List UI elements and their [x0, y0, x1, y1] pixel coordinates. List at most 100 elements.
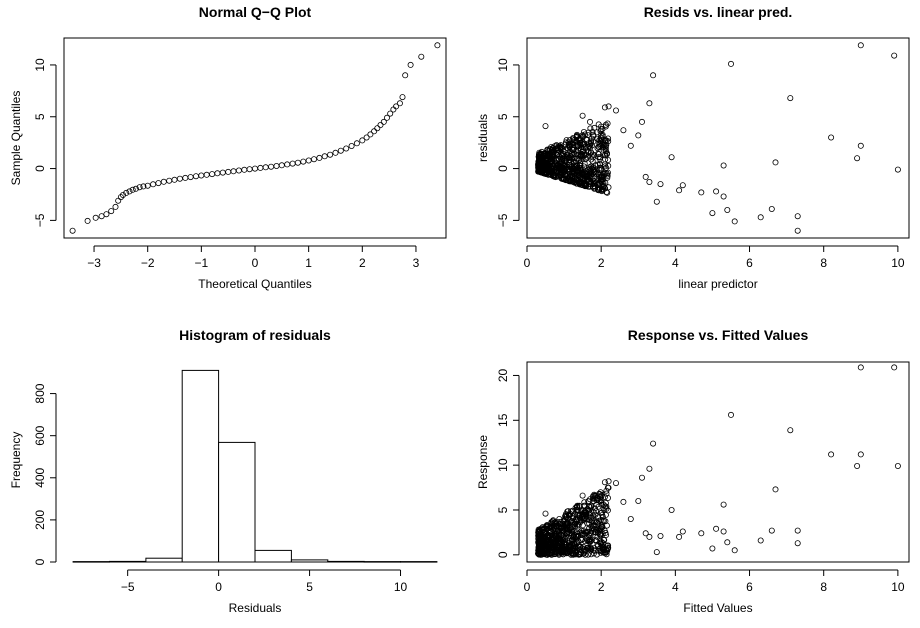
hist-y-tick-label: 200: [33, 510, 47, 530]
resp-fit-cluster-point: [601, 517, 608, 524]
resid-lp-cluster-point: [573, 167, 580, 174]
hist-bar: [400, 561, 438, 563]
resp-fit-cluster-point: [570, 515, 577, 522]
resid-lp-cluster-point: [548, 157, 555, 164]
resid-lp-cluster-point: [584, 170, 591, 177]
resp-fit-x-tick-label: 2: [598, 580, 605, 594]
resid-lp-cluster-point: [582, 156, 589, 163]
resp-fit-cluster-point: [557, 538, 564, 545]
qq-point: [332, 149, 339, 156]
hist-panel: Histogram of residuals −5 0 5 10 0 200 400 600…: [9, 327, 438, 615]
resp-fit-cluster-point: [585, 498, 592, 505]
hist-bar: [181, 369, 220, 563]
resid-lp-cluster-point: [580, 170, 587, 177]
resp-fit-point: [613, 480, 620, 487]
qq-point: [126, 188, 133, 195]
resp-fit-cluster-point: [548, 537, 555, 544]
hist-y-tick-label: 600: [33, 425, 47, 445]
resid-lp-point: [613, 107, 620, 114]
resp-fit-plot-frame: [526, 361, 910, 563]
resid-lp-cluster-point: [535, 168, 542, 175]
qq-point: [289, 160, 296, 167]
resid-lp-cluster-point: [605, 162, 612, 169]
qq-point: [192, 173, 199, 180]
resid-lp-cluster-point: [547, 168, 554, 175]
resid-lp-point: [650, 72, 657, 79]
resp-fit-cluster-point: [586, 514, 593, 521]
resp-fit-cluster-point: [590, 493, 597, 500]
qq-point: [69, 227, 76, 234]
resp-fit-point: [642, 530, 649, 537]
hist-x-tick-label: 5: [306, 580, 313, 594]
hist-x-axis: −5 0 5 10: [121, 569, 408, 594]
resid-lp-cluster-point: [588, 142, 595, 149]
resp-fit-point: [598, 499, 605, 506]
qq-point: [343, 145, 350, 152]
qq-point: [117, 194, 124, 201]
resid-lp-cluster-point: [583, 183, 590, 190]
qq-point: [120, 191, 127, 198]
resp-fit-point: [728, 411, 735, 418]
resp-fit-point: [854, 462, 861, 469]
qq-point: [321, 153, 328, 160]
resid-lp-cluster-point: [536, 154, 543, 161]
qq-point: [348, 142, 355, 149]
resid-lp-cluster-point: [605, 135, 612, 142]
resp-fit-cluster-point: [553, 549, 560, 556]
qq-point: [241, 166, 248, 173]
resid-lp-point: [787, 95, 794, 102]
resid-lp-cluster-point: [605, 184, 612, 191]
resid-lp-cluster-point: [579, 152, 586, 159]
resid-lp-x-tick-label: 2: [598, 256, 605, 270]
hist-y-tick-label: 400: [33, 467, 47, 487]
resid-lp-point: [676, 187, 683, 194]
resp-fit-point: [768, 527, 775, 534]
qq-point: [371, 128, 378, 135]
resid-lp-points: [535, 42, 901, 234]
resid-lp-point: [627, 142, 634, 149]
hist-bar: [145, 557, 183, 563]
qq-point: [219, 169, 226, 176]
resp-fit-point: [605, 478, 612, 485]
qq-point: [150, 181, 157, 188]
qq-point: [396, 100, 403, 107]
resp-fit-cluster-point: [590, 495, 597, 502]
resid-lp-cluster-point: [585, 129, 592, 136]
resid-lp-cluster-point: [558, 172, 565, 179]
resp-fit-cluster-point: [581, 499, 588, 506]
qq-point: [294, 159, 301, 166]
resid-lp-point: [542, 123, 549, 130]
resp-fit-cluster-point: [577, 551, 584, 558]
qq-y-axis: −5 0 5 10: [33, 58, 57, 227]
resp-fit-point: [772, 486, 779, 493]
resp-fit-point: [646, 465, 653, 472]
resid-lp-cluster-point: [604, 120, 611, 127]
resp-fit-cluster-point: [587, 536, 594, 543]
resid-lp-cluster-point: [595, 121, 602, 128]
qq-point: [140, 183, 147, 190]
resp-fit-y-tick-label: 15: [496, 413, 510, 427]
resid-lp-cluster-point: [590, 154, 597, 161]
resp-fit-y-axis: 0 5 10 15 20: [496, 368, 520, 558]
hist-bar: [218, 441, 256, 563]
qq-point: [84, 217, 91, 224]
resp-fit-cluster-point: [572, 504, 579, 511]
resp-fit-cluster-point: [538, 534, 545, 541]
qq-point: [402, 72, 409, 79]
resid-lp-point: [620, 127, 627, 134]
qq-point: [209, 171, 216, 178]
resp-fit-cluster-point: [603, 490, 610, 497]
qq-point: [363, 134, 370, 141]
qq-x-tick-label: −1: [195, 256, 209, 270]
resid-lp-y-axis: −5 0 5 10: [496, 58, 520, 227]
resp-fit-cluster-point: [592, 526, 599, 533]
resp-fit-cluster-point: [598, 509, 605, 516]
resp-fit-cluster-point: [600, 536, 607, 543]
resid-lp-y-tick-label: 0: [496, 165, 510, 172]
resid-lp-point: [768, 205, 775, 212]
resp-fit-point: [857, 364, 864, 371]
resid-lp-cluster-point: [560, 175, 567, 182]
qq-point: [434, 42, 441, 49]
resid-lp-cluster-point: [579, 149, 586, 156]
resp-fit-y-tick-label: 10: [496, 458, 510, 472]
